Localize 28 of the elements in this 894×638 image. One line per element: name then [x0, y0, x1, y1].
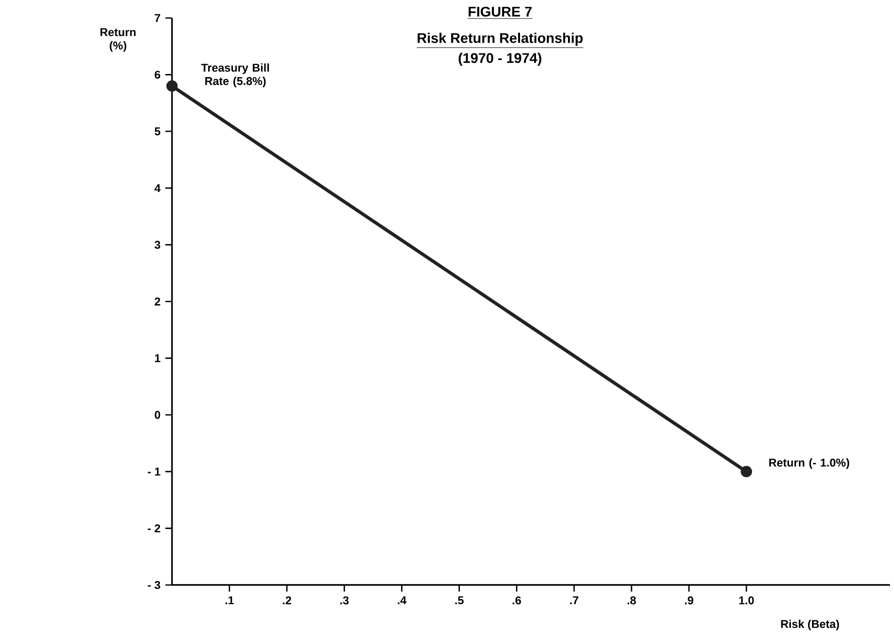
x-tick-label: .5	[455, 596, 464, 604]
text: Risk Return Relationship	[418, 32, 583, 46]
y-tick-label: - 1	[148, 468, 160, 476]
x-tick-label: 1.0	[739, 596, 754, 604]
y-tick-label: 1	[155, 354, 160, 362]
chart-title: FIGURE 7	[468, 6, 532, 17]
y-tick-label: 2	[154, 298, 160, 306]
y-tick-label: 7	[154, 14, 160, 22]
y-axis-title: Return (%)	[100, 28, 136, 52]
y-tick-label: 3	[154, 240, 160, 249]
annotation: (1970 - 1974)	[458, 52, 542, 66]
x-tick-label: .2	[282, 596, 292, 604]
y-tick-label: - 2	[148, 524, 160, 532]
x-tick-label: .6	[512, 596, 521, 604]
y-tick-label: 6	[154, 70, 160, 79]
annotation: Treasury Bill Rate (5.8%)	[201, 63, 269, 88]
x-axis-title: Risk (Beta)	[781, 620, 840, 630]
y-tick-label: - 3	[148, 580, 160, 590]
annotation: Return (- 1.0%)	[769, 458, 850, 469]
y-tick-label: 0	[154, 410, 160, 419]
x-tick-label: .9	[685, 596, 694, 604]
y-tick-label: 4	[154, 184, 161, 192]
x-tick-label: .1	[225, 596, 234, 604]
x-tick-label: .4	[398, 596, 406, 604]
x-tick-label: .3	[340, 596, 349, 604]
y-tick-label: 5	[154, 127, 160, 136]
x-tick-label: .7	[570, 596, 578, 604]
x-tick-label: .8	[628, 596, 636, 604]
